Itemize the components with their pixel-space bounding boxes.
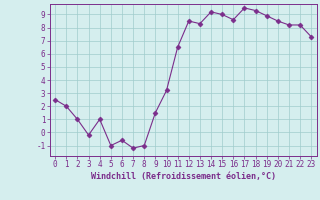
X-axis label: Windchill (Refroidissement éolien,°C): Windchill (Refroidissement éolien,°C) <box>91 172 276 181</box>
